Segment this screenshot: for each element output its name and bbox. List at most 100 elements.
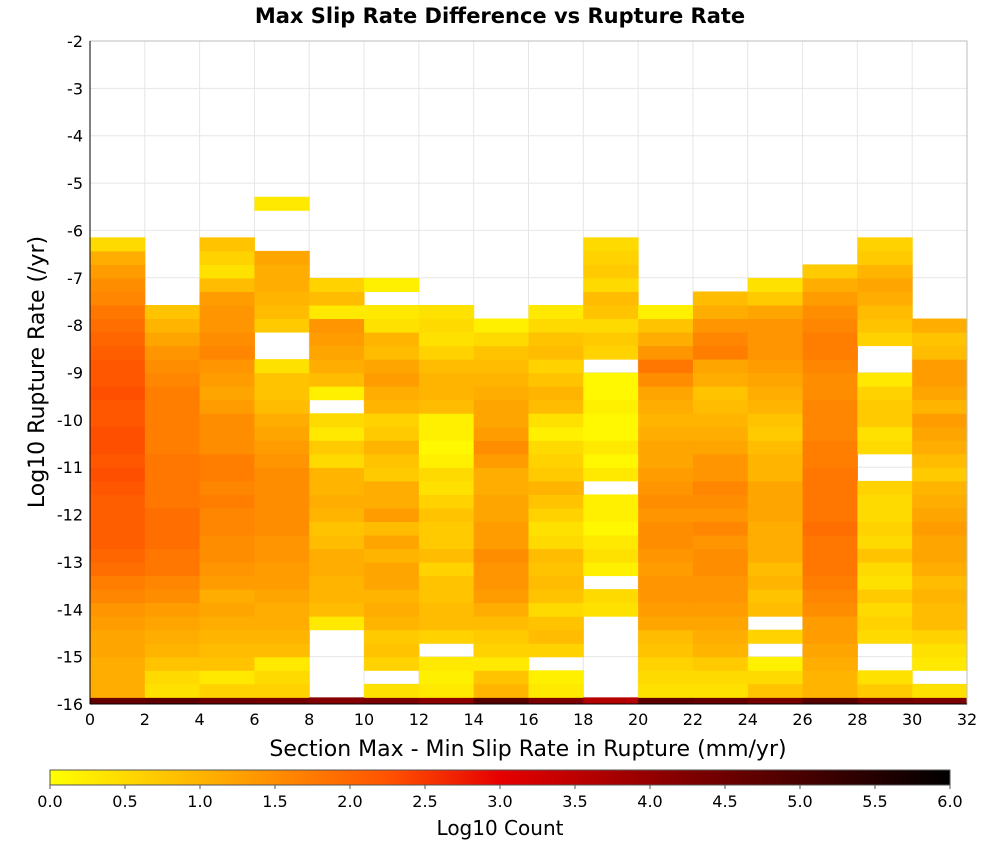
heatmap-cell: [254, 196, 310, 211]
heatmap-cell: [692, 629, 749, 644]
heatmap-cell: [364, 359, 420, 374]
heatmap-cell: [254, 250, 310, 265]
heatmap-cell: [199, 372, 255, 387]
heatmap-cell: [802, 359, 858, 374]
heatmap-cell: [912, 548, 968, 563]
heatmap-cell: [583, 521, 639, 536]
heatmap-cell: [638, 616, 694, 631]
heatmap-cell: [144, 413, 201, 428]
heatmap-cell: [473, 616, 529, 631]
heatmap-cell: [199, 399, 255, 414]
heatmap-cell: [418, 318, 475, 333]
heatmap-cell: [802, 453, 858, 468]
heatmap-cell: [583, 440, 639, 455]
heatmap-cell: [309, 453, 365, 468]
heatmap-cell: [144, 305, 201, 320]
heatmap-cell: [364, 467, 420, 482]
heatmap-cell: [309, 494, 365, 509]
chart-title: Max Slip Rate Difference vs Rupture Rate: [255, 4, 745, 28]
heatmap-cell: [802, 480, 858, 495]
heatmap-cell: [418, 413, 475, 428]
heatmap-cell: [912, 629, 968, 644]
heatmap-cell: [528, 372, 584, 387]
heatmap-cell: [418, 453, 475, 468]
heatmap-cell: [638, 575, 694, 590]
colorbar-tick-label: 6.0: [937, 792, 962, 811]
heatmap-cell: [364, 535, 420, 550]
heatmap-cell: [857, 697, 913, 704]
heatmap-cell: [199, 237, 255, 252]
x-tick-label: 22: [683, 710, 703, 729]
heatmap-cell: [144, 359, 201, 374]
heatmap-cell: [747, 548, 804, 563]
heatmap-cell: [857, 386, 913, 401]
heatmap-cell: [254, 629, 310, 644]
heatmap-cell: [90, 359, 146, 374]
heatmap-cell: [473, 683, 529, 698]
heatmap-cell: [802, 440, 858, 455]
heatmap-cell: [90, 399, 146, 414]
heatmap-cell: [199, 413, 255, 428]
heatmap-cell: [473, 643, 529, 658]
heatmap-cell: [912, 616, 968, 631]
heatmap-cell: [528, 521, 584, 536]
heatmap-cell: [692, 602, 749, 617]
heatmap-cell: [199, 453, 255, 468]
heatmap-cell: [747, 575, 804, 590]
heatmap-cell: [309, 480, 365, 495]
colorbar-tick-label: 2.0: [337, 792, 362, 811]
heatmap-cell: [364, 548, 420, 563]
heatmap-cell: [528, 399, 584, 414]
heatmap-cell: [528, 548, 584, 563]
heatmap-cell: [857, 575, 913, 590]
heatmap-cell: [528, 345, 584, 360]
heatmap-cell: [309, 359, 365, 374]
heatmap-cell: [254, 535, 310, 550]
heatmap-cell: [364, 494, 420, 509]
heatmap-cell: [857, 250, 913, 265]
heatmap-cell: [638, 345, 694, 360]
y-tick-label: -8: [67, 316, 83, 335]
heatmap-cell: [199, 345, 255, 360]
heatmap-cell: [473, 589, 529, 604]
heatmap-cell: [199, 656, 255, 671]
heatmap-cell: [418, 332, 475, 347]
heatmap-cell: [638, 453, 694, 468]
heatmap-cell: [692, 467, 749, 482]
heatmap-cell: [583, 697, 639, 704]
heatmap-cell: [473, 562, 529, 577]
heatmap-cell: [638, 602, 694, 617]
heatmap-cell: [473, 507, 529, 522]
heatmap-cell: [199, 480, 255, 495]
heatmap-cell: [418, 535, 475, 550]
heatmap-cell: [802, 345, 858, 360]
heatmap-cell: [528, 602, 584, 617]
y-tick-label: -16: [57, 695, 83, 714]
heatmap-cell: [364, 440, 420, 455]
heatmap-cell: [692, 656, 749, 671]
heatmap-cell: [418, 507, 475, 522]
heatmap-cell: [912, 656, 968, 671]
heatmap-cell: [583, 250, 639, 265]
heatmap-cell: [747, 291, 804, 306]
colorbar-tick-label: 1.5: [262, 792, 287, 811]
heatmap-cell: [583, 535, 639, 550]
heatmap-cell: [857, 548, 913, 563]
colorbar-tick-label: 5.5: [862, 792, 887, 811]
heatmap-cell: [473, 602, 529, 617]
heatmap-cell: [638, 305, 694, 320]
heatmap-cell: [583, 372, 639, 387]
heatmap-cell: [254, 494, 310, 509]
heatmap-cell: [638, 372, 694, 387]
colorbar-tick-label: 5.0: [787, 792, 812, 811]
heatmap-cell: [254, 521, 310, 536]
heatmap-cell: [418, 345, 475, 360]
heatmap-cell: [692, 345, 749, 360]
heatmap-cell: [583, 426, 639, 441]
heatmap-cell: [364, 480, 420, 495]
heatmap-cell: [364, 507, 420, 522]
heatmap-cell: [857, 616, 913, 631]
heatmap-cell: [802, 643, 858, 658]
heatmap-cell: [199, 535, 255, 550]
heatmap-cell: [90, 629, 146, 644]
